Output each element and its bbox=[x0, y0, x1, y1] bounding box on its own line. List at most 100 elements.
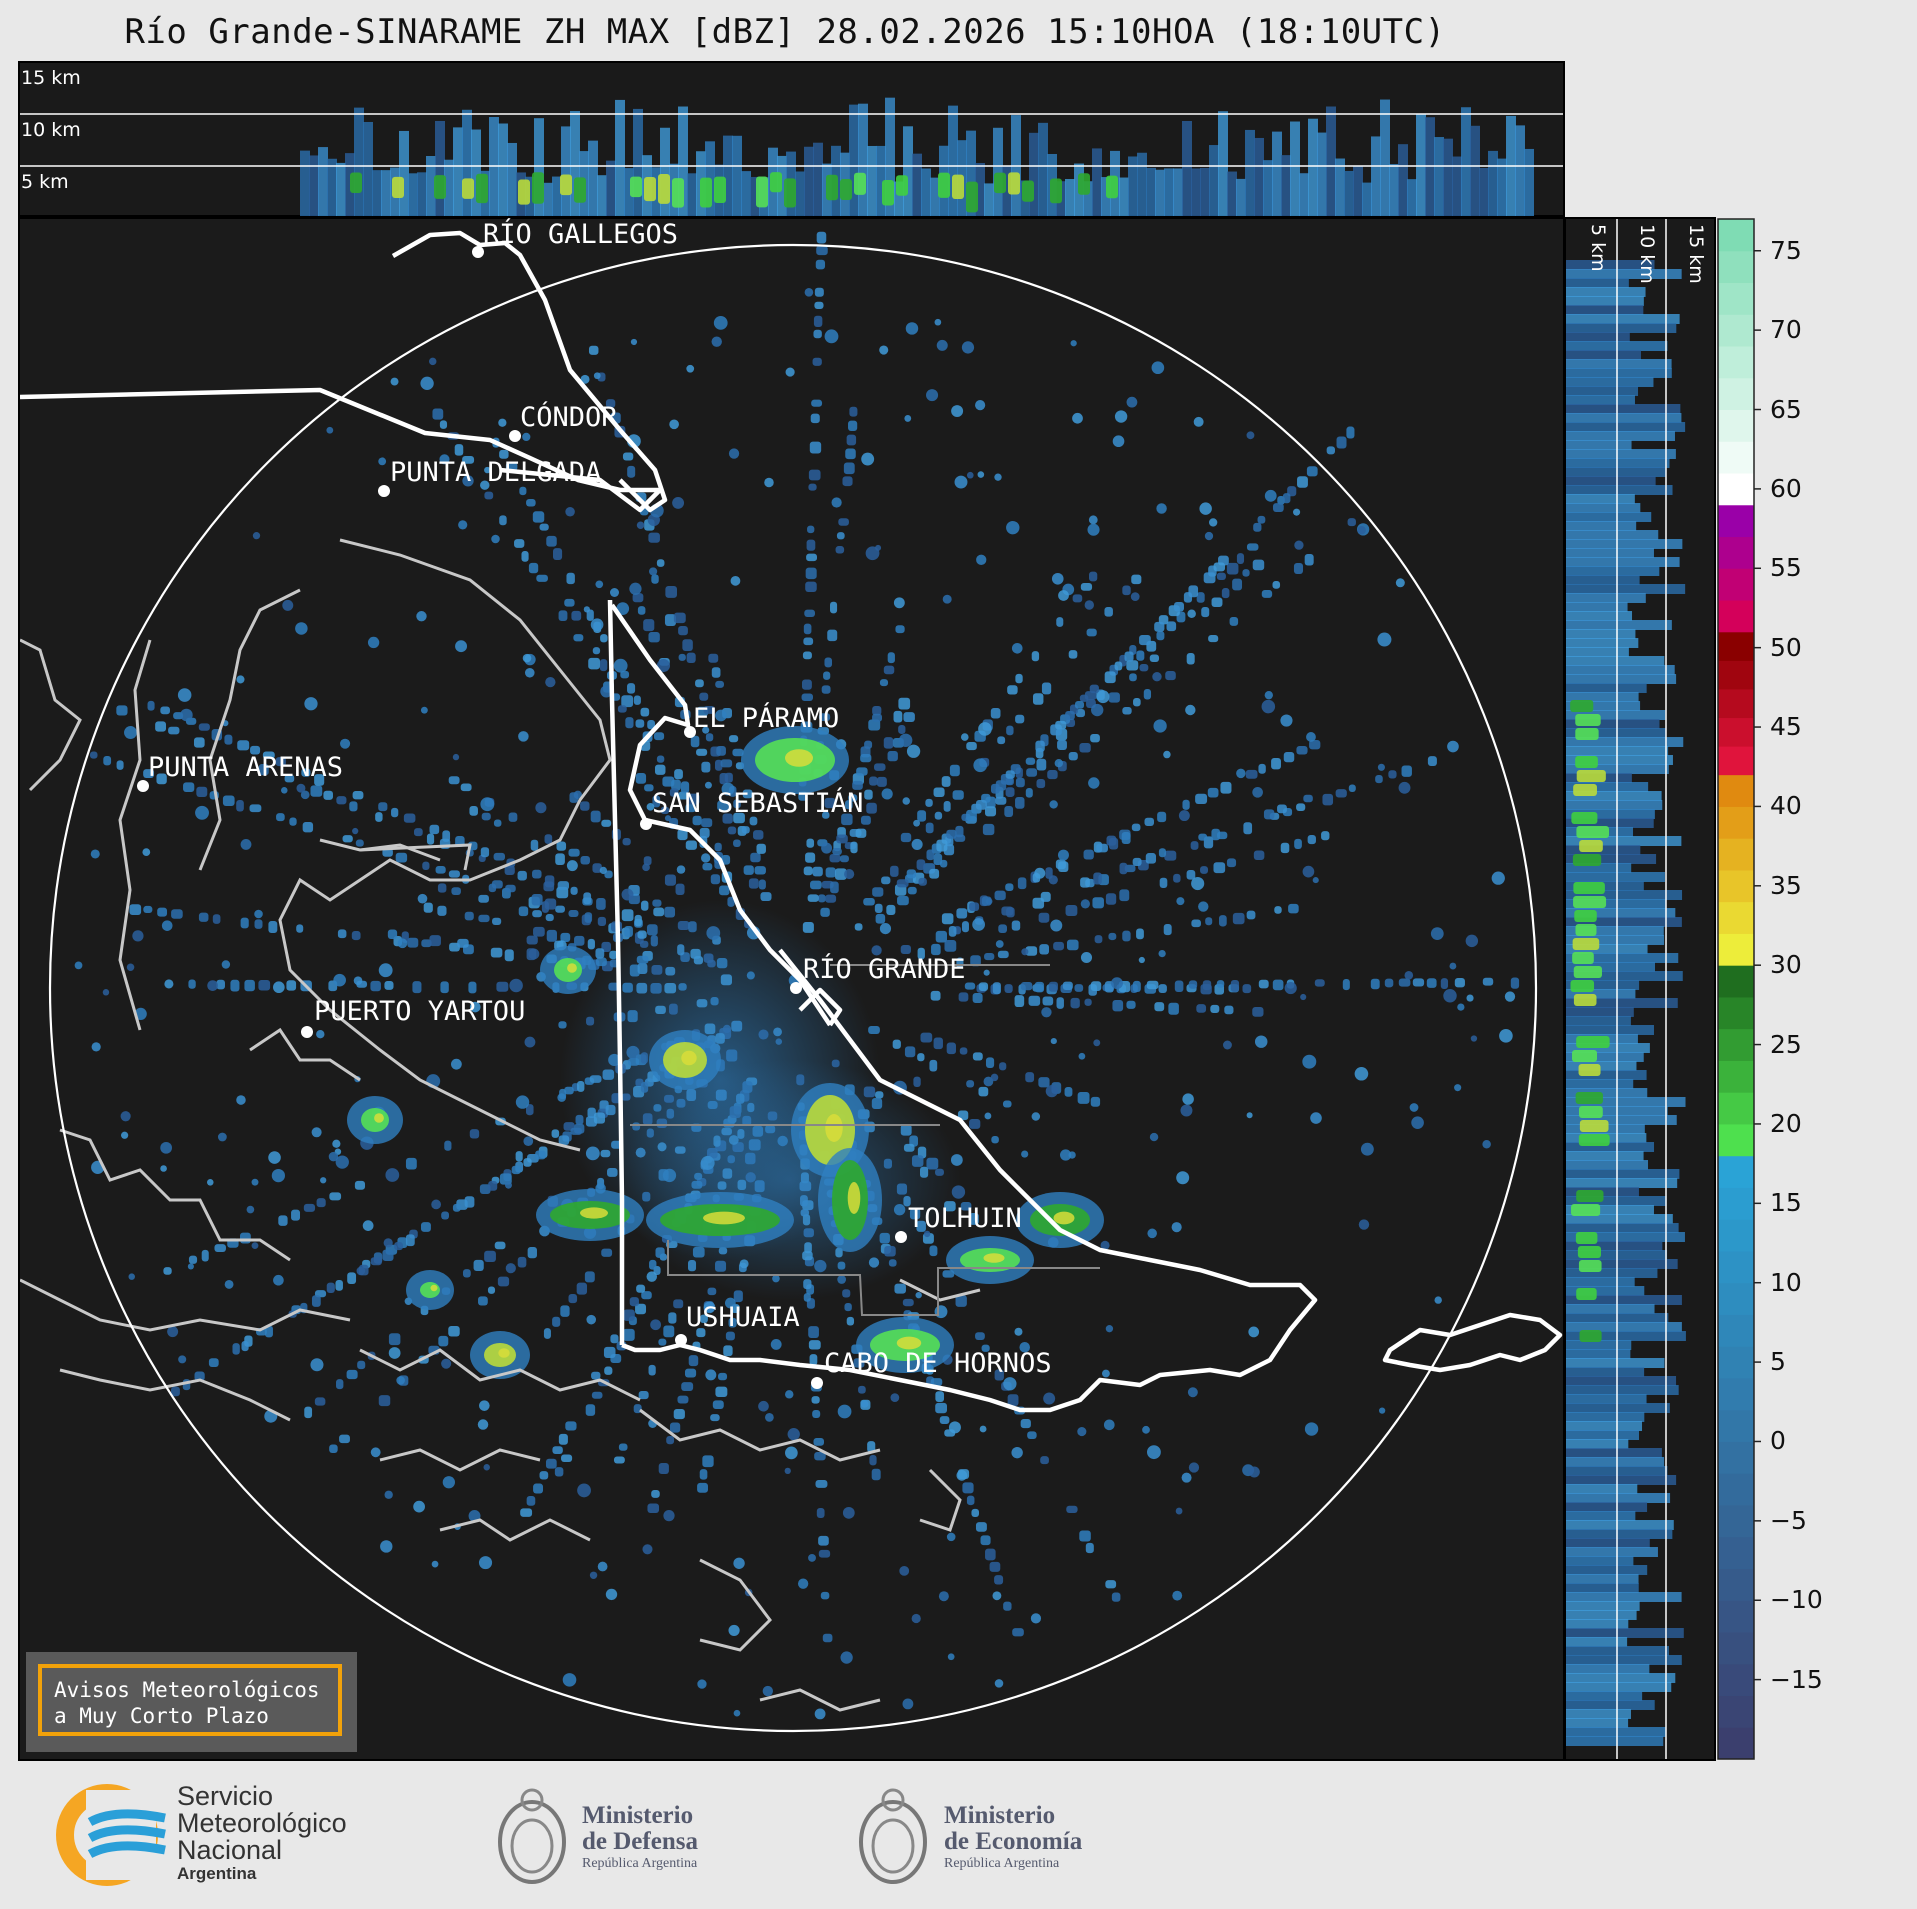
echo-cell bbox=[339, 1434, 350, 1444]
echo-cell bbox=[1309, 740, 1321, 750]
echo-cell bbox=[630, 338, 638, 346]
echo-cell bbox=[762, 1685, 773, 1697]
echo-cell bbox=[760, 892, 772, 902]
echo-cell bbox=[984, 1112, 992, 1120]
echo-cell bbox=[586, 1314, 597, 1325]
echo-cell bbox=[370, 1447, 381, 1458]
echo-cell bbox=[336, 796, 347, 805]
echo-cell bbox=[1566, 1259, 1678, 1269]
echo-cell bbox=[1488, 150, 1498, 216]
echo-cell bbox=[74, 961, 83, 970]
echo-cell bbox=[1083, 181, 1093, 216]
echo-cell bbox=[770, 1338, 782, 1350]
echo-cell bbox=[1168, 1002, 1179, 1015]
echo-cell bbox=[346, 1369, 358, 1380]
echo-cell bbox=[678, 625, 688, 636]
echo-cell bbox=[1310, 1112, 1322, 1124]
echo-cell bbox=[468, 1510, 481, 1522]
echo-cell bbox=[934, 811, 943, 820]
echo-cell bbox=[504, 865, 515, 875]
echo-cell bbox=[555, 853, 565, 866]
echo-cell bbox=[1041, 682, 1052, 695]
echo-cell bbox=[1146, 980, 1159, 990]
warning-line-1: Avisos Meteorológicos bbox=[54, 1678, 320, 1702]
colorbar-step bbox=[1718, 1314, 1754, 1347]
echo-cell bbox=[1163, 750, 1171, 759]
echo-cell bbox=[1566, 908, 1676, 918]
echo-cell bbox=[1566, 584, 1686, 594]
echo-cell bbox=[576, 1282, 588, 1295]
echo-cell bbox=[1053, 941, 1064, 951]
echo-cell bbox=[818, 1535, 829, 1546]
echo-cell bbox=[764, 477, 774, 488]
echo-cell bbox=[1236, 178, 1246, 216]
echo-cell bbox=[1296, 803, 1306, 811]
echo-cell bbox=[844, 1303, 852, 1312]
echo-cell bbox=[1566, 1151, 1644, 1161]
echo-cell bbox=[813, 142, 823, 216]
echo-cell bbox=[1058, 861, 1069, 872]
echo-cell bbox=[959, 1047, 968, 1055]
echo-cell bbox=[650, 1319, 662, 1331]
echo-cell bbox=[1122, 585, 1131, 596]
echo-cell bbox=[1566, 386, 1639, 396]
echo-cell bbox=[1566, 332, 1630, 342]
echo-cell bbox=[296, 924, 304, 933]
echo-cell bbox=[1395, 578, 1405, 588]
echo-cell bbox=[1575, 924, 1597, 936]
echo-cell bbox=[442, 1476, 455, 1489]
echo-cell bbox=[660, 806, 670, 815]
echo-cell bbox=[553, 548, 563, 560]
echo-cell bbox=[618, 1443, 628, 1451]
echo-cell bbox=[536, 574, 548, 582]
echo-cell bbox=[1006, 725, 1014, 736]
echo-cell bbox=[1149, 1132, 1159, 1142]
echo-cell bbox=[1008, 172, 1020, 195]
echo-cell bbox=[1012, 1628, 1024, 1637]
echo-cell bbox=[439, 420, 448, 429]
echo-cell bbox=[1057, 739, 1067, 751]
echo-cell bbox=[224, 1280, 234, 1289]
echo-cell bbox=[716, 746, 726, 756]
echo-cell bbox=[637, 606, 646, 615]
echo-cell bbox=[403, 813, 416, 823]
echo-cell bbox=[1566, 1475, 1677, 1485]
echo-cell bbox=[929, 1059, 938, 1072]
echo-cell bbox=[526, 1495, 536, 1506]
echo-cell bbox=[1566, 557, 1680, 567]
echo-cell bbox=[603, 1346, 616, 1359]
echo-cell bbox=[617, 705, 627, 713]
echo-cell bbox=[1056, 617, 1064, 627]
echo-cell bbox=[820, 1591, 830, 1600]
echo-cell bbox=[574, 177, 586, 203]
echo-cell bbox=[994, 1679, 1004, 1688]
echo-cell bbox=[992, 982, 1001, 995]
echo-cell bbox=[733, 1709, 741, 1717]
echo-cell bbox=[1246, 1112, 1253, 1119]
echo-cell bbox=[1470, 1035, 1478, 1042]
echo-cell bbox=[961, 341, 975, 354]
echo-cell bbox=[1171, 1222, 1182, 1233]
echo-cell bbox=[837, 1404, 852, 1419]
echo-cell bbox=[1178, 810, 1190, 822]
echo-cell bbox=[966, 181, 978, 213]
echo-cell bbox=[804, 146, 814, 216]
echo-cell bbox=[584, 1271, 595, 1283]
echo-cell bbox=[818, 713, 831, 722]
echo-cell bbox=[715, 680, 725, 688]
echo-cell bbox=[1571, 1204, 1601, 1216]
echo-cell bbox=[646, 802, 655, 811]
echo-cell bbox=[1470, 125, 1480, 216]
echo-cell bbox=[894, 181, 904, 216]
echo-cell bbox=[1362, 182, 1372, 216]
echo-cell bbox=[395, 852, 408, 863]
echo-cell bbox=[1038, 122, 1048, 216]
echo-cell bbox=[487, 1286, 496, 1294]
echo-cell bbox=[685, 803, 696, 813]
warning-link[interactable]: Avisos Meteorológicos a Muy Corto Plazo bbox=[38, 1664, 342, 1736]
echo-cell bbox=[568, 1294, 578, 1304]
echo-cell bbox=[1031, 651, 1040, 662]
echo-cell bbox=[1566, 1223, 1679, 1233]
echo-cell bbox=[573, 790, 583, 800]
echo-cell bbox=[565, 1421, 577, 1431]
